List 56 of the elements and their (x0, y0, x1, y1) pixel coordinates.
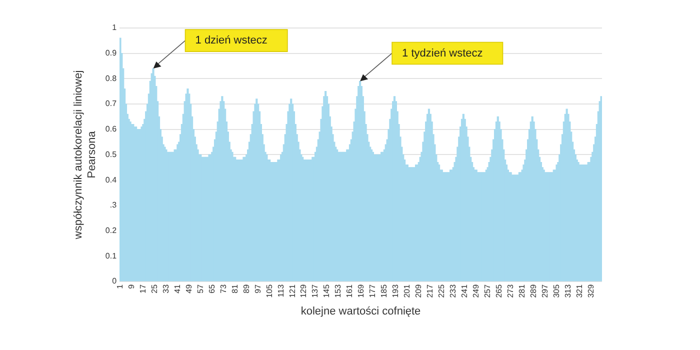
x-tick-label: 297 (540, 284, 550, 298)
x-axis-title: kolejne wartości cofnięte (300, 305, 421, 318)
x-tick-label: 201 (402, 284, 412, 298)
x-tick-label: 193 (391, 284, 400, 298)
y-tick-label: 0.2 (105, 226, 118, 235)
x-tick-label: 121 (288, 284, 297, 298)
x-tick-label: 313 (563, 284, 572, 298)
x-tick-label: 241 (460, 284, 470, 298)
x-tick-label: 161 (345, 284, 354, 298)
x-tick-label: 329 (586, 284, 596, 298)
y-tick-label: 0.6 (105, 124, 118, 134)
x-tick-label: 265 (494, 284, 504, 298)
y-tick-label: 0 (112, 276, 118, 286)
annotation: 1 dzień wstecz (195, 34, 268, 47)
x-tick-label: 153 (334, 284, 343, 298)
x-tick-label: 281 (518, 284, 527, 298)
x-tick-label: 129 (299, 284, 308, 298)
x-tick-label: 57 (196, 284, 205, 294)
y-tick-label: 0.5 (105, 150, 118, 159)
x-tick-label: 209 (414, 284, 424, 298)
x-tick-label: 145 (322, 284, 332, 298)
x-tick-label: 225 (437, 284, 446, 298)
x-tick-label: 169 (356, 284, 366, 298)
x-tick-label: 249 (472, 284, 481, 298)
x-tick-label: 321 (574, 284, 584, 298)
y-axis-title: współczynnik autokorelacji liniowej Pearsona (72, 70, 98, 240)
x-tick-label: 73 (218, 284, 228, 294)
x-tick-label: 105 (264, 284, 274, 298)
y-tick-label: 0.1 (105, 251, 118, 260)
x-tick-label: 49 (184, 284, 194, 294)
y-tick-label: 0.7 (105, 99, 118, 108)
x-tick-label: 25 (150, 284, 159, 294)
x-tick-label: 137 (310, 284, 320, 298)
y-tick-label: 0.4 (105, 175, 118, 184)
x-tick-label: 113 (276, 284, 286, 298)
x-tick-label: 33 (161, 284, 170, 294)
y-tick-label: 0.8 (105, 74, 118, 83)
x-tick-label: 273 (506, 284, 516, 298)
x-tick-label: 305 (552, 284, 561, 298)
x-tick-label: 9 (126, 284, 136, 289)
x-tick-label: 65 (207, 284, 216, 294)
x-tick-label: 81 (230, 284, 240, 294)
x-tick-label: 41 (172, 284, 182, 294)
y-tick-label: 0.9 (105, 48, 118, 58)
y-tick-label: 1 (112, 23, 118, 32)
x-tick-label: 89 (242, 284, 251, 294)
annotation: 1 tydzień wstecz (402, 47, 483, 60)
x-tick-label: 233 (448, 284, 458, 298)
x-tick-label: 185 (380, 284, 389, 298)
x-tick-label: 97 (253, 284, 262, 294)
x-tick-label: 289 (528, 284, 538, 298)
x-tick-label: 17 (138, 284, 148, 294)
x-tick-label: 257 (483, 284, 492, 298)
x-tick-label: 217 (426, 284, 435, 298)
x-tick-label: 177 (368, 284, 378, 298)
y-tick-label: .3 (110, 200, 118, 210)
